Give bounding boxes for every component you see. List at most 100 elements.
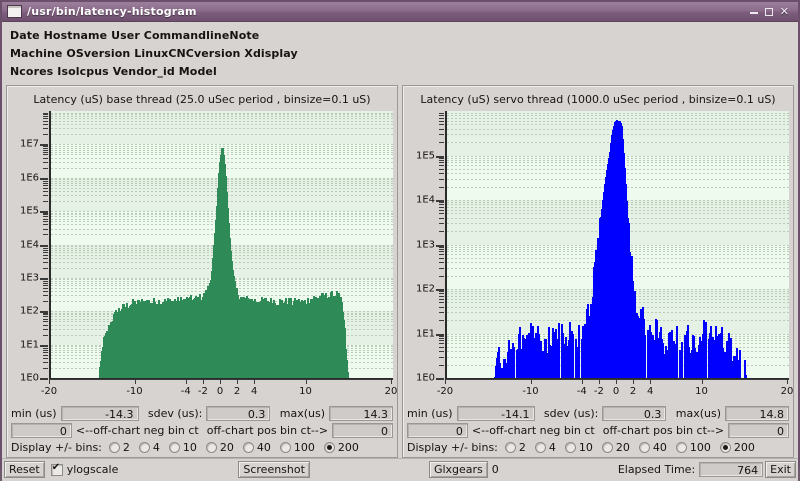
histogram-bar [739, 350, 741, 378]
y-minor-tick [43, 188, 48, 189]
radio-icon[interactable] [505, 442, 516, 453]
y-minor-tick [43, 258, 48, 259]
ylogscale-label: ylogscale [67, 463, 119, 476]
base-thread-title: Latency (uS) base thread (25.0 uSec peri… [7, 86, 397, 111]
base-bars [51, 111, 393, 378]
x-tick-label: -10 [522, 386, 538, 397]
radio-icon[interactable] [639, 442, 650, 453]
bins-radio-200[interactable]: 200 [720, 441, 755, 454]
servo-pos-bin-value[interactable]: 0 [728, 423, 789, 438]
radio-icon[interactable] [280, 442, 291, 453]
minimize-icon[interactable] [750, 12, 758, 14]
radio-icon[interactable] [206, 442, 217, 453]
elapsed-time-value: 764 [699, 462, 763, 477]
bins-radio-2[interactable]: 2 [505, 441, 526, 454]
y-minor-tick [439, 343, 444, 344]
bins-radio-label: 10 [579, 441, 593, 454]
servo-sdev-value[interactable]: 0.3 [602, 406, 666, 421]
bins-radio-20[interactable]: 20 [602, 441, 630, 454]
bins-radio-40[interactable]: 40 [243, 441, 271, 454]
close-icon[interactable]: ✕ [780, 7, 789, 17]
histogram-bar [578, 325, 580, 378]
bins-radio-40[interactable]: 40 [639, 441, 667, 454]
bins-radio-4[interactable]: 4 [139, 441, 160, 454]
servo-neg-bin-value[interactable]: 0 [407, 423, 468, 438]
servo-bins-caption: Display +/- bins: [407, 441, 498, 454]
servo-max-value[interactable]: 14.8 [725, 406, 789, 421]
bins-radio-10[interactable]: 10 [565, 441, 593, 454]
y-minor-tick [439, 218, 444, 219]
base-max-value[interactable]: 14.3 [329, 406, 393, 421]
histogram-bar [572, 334, 574, 378]
base-sdev-value[interactable]: 0.3 [206, 406, 270, 421]
bins-radio-10[interactable]: 10 [169, 441, 197, 454]
bins-radio-label: 10 [183, 441, 197, 454]
servo-min-value[interactable]: -14.1 [457, 406, 535, 421]
radio-icon[interactable] [676, 442, 687, 453]
y-minor-tick [439, 251, 444, 252]
base-pos-bin-value[interactable]: 0 [332, 423, 393, 438]
radio-icon[interactable] [565, 442, 576, 453]
bins-radio-200[interactable]: 200 [324, 441, 359, 454]
y-minor-tick [43, 216, 48, 217]
y-tick [40, 144, 48, 146]
servo-max-label: max(us) [676, 407, 721, 420]
ylogscale-checkbox[interactable]: ylogscale [51, 463, 119, 476]
x-axis-line [445, 379, 789, 380]
histogram-panels: Latency (uS) base thread (25.0 uSec peri… [2, 85, 798, 458]
y-minor-tick [43, 154, 48, 155]
radio-icon[interactable] [169, 442, 180, 453]
y-tick [436, 245, 444, 247]
radio-icon[interactable] [602, 442, 613, 453]
bins-radio-20[interactable]: 20 [206, 441, 234, 454]
histogram-bar [681, 342, 683, 378]
x-tick [702, 379, 703, 384]
bins-radio-100[interactable]: 100 [676, 441, 711, 454]
y-minor-tick [439, 293, 444, 294]
radio-icon[interactable] [535, 442, 546, 453]
y-tick [436, 156, 444, 158]
y-minor-tick [43, 291, 48, 292]
bins-radio-label: 20 [616, 441, 630, 454]
bins-radio-label: 4 [153, 441, 160, 454]
bins-radio-4[interactable]: 4 [535, 441, 556, 454]
y-tick-label: 1E3 [20, 272, 39, 283]
y-minor-tick [439, 247, 444, 248]
y-minor-tick [439, 165, 444, 166]
y-minor-tick [439, 173, 444, 174]
radio-icon[interactable] [109, 442, 120, 453]
y-minor-tick [439, 351, 444, 352]
y-tick [436, 200, 444, 202]
y-minor-tick [439, 118, 444, 119]
y-minor-tick [43, 348, 48, 349]
y-minor-tick [439, 187, 444, 188]
glxgears-button[interactable]: Glxgears [429, 461, 488, 478]
histogram-bar [644, 335, 646, 378]
radio-icon[interactable] [243, 442, 254, 453]
y-minor-tick [43, 148, 48, 149]
bins-radio-100[interactable]: 100 [280, 441, 315, 454]
base-bins-caption: Display +/- bins: [11, 441, 102, 454]
exit-button[interactable]: Exit [765, 461, 796, 478]
radio-icon[interactable] [324, 442, 335, 453]
base-neg-bin-value[interactable]: 0 [11, 423, 72, 438]
radio-icon[interactable] [720, 442, 731, 453]
y-minor-tick [43, 321, 48, 322]
radio-icon[interactable] [139, 442, 150, 453]
base-min-value[interactable]: -14.3 [61, 406, 139, 421]
x-tick-label: 10 [299, 386, 312, 397]
y-tick [40, 211, 48, 213]
info-header: Date Hostname User CommandlineNote Machi… [2, 22, 798, 85]
bins-radio-2[interactable]: 2 [109, 441, 130, 454]
screenshot-button[interactable]: Screenshot [238, 461, 310, 478]
maximize-icon[interactable] [765, 8, 773, 16]
reset-button[interactable]: Reset [4, 461, 45, 478]
x-tick [237, 379, 238, 384]
title-bar[interactable]: /usr/bin/latency-histogram ✕ [2, 2, 798, 22]
servo-thread-panel: Latency (uS) servo thread (1000.0 uSec p… [402, 85, 794, 458]
checkbox-icon[interactable] [51, 464, 63, 476]
y-minor-tick [43, 329, 48, 330]
